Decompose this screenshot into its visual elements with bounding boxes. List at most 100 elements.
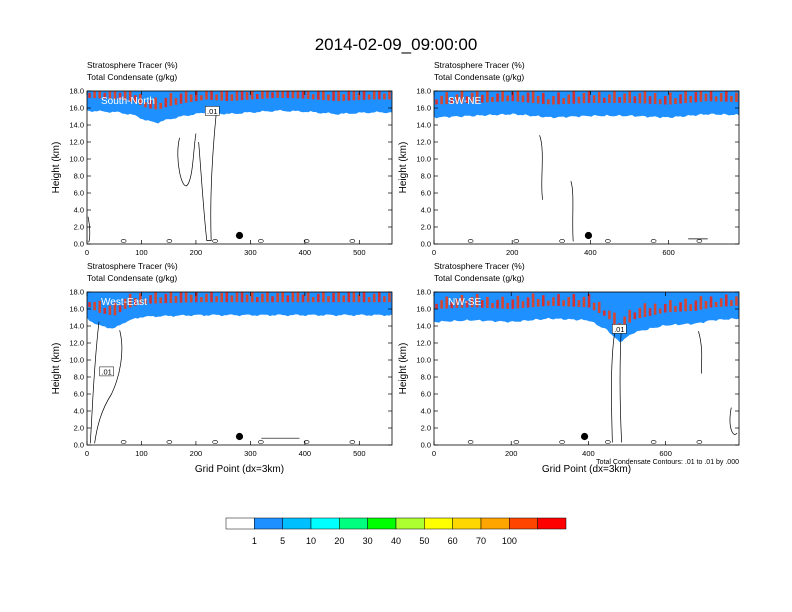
tracer-streak xyxy=(465,300,469,308)
tracer-streak xyxy=(541,295,545,307)
contour-label: .01 xyxy=(101,367,111,376)
location-marker xyxy=(584,231,593,240)
x-tick-label: 100 xyxy=(135,449,148,458)
x-tick-label: 200 xyxy=(505,449,518,458)
condensate-blob xyxy=(559,239,565,243)
tracer-streak xyxy=(516,295,520,309)
tracer-streak xyxy=(306,292,310,303)
tracer-streak xyxy=(327,94,330,101)
tracer-streak xyxy=(225,292,229,303)
tracer-streak xyxy=(164,293,168,304)
tracer-streak xyxy=(210,292,213,303)
y-tick-label: 18.0 xyxy=(69,87,84,96)
tracer-streak xyxy=(240,292,244,303)
condensate-blob xyxy=(212,440,218,444)
y-tick-label: 6.0 xyxy=(421,189,431,198)
tracer-streak xyxy=(491,96,494,103)
y-tick-label: 2.0 xyxy=(74,223,84,232)
location-marker xyxy=(235,231,244,240)
tracer-streak xyxy=(362,91,366,100)
tracer-streak xyxy=(653,303,657,315)
tracer-streak xyxy=(435,99,438,105)
tracer-streak xyxy=(174,97,178,105)
tracer-streak xyxy=(496,93,499,102)
tracer-streak xyxy=(557,92,560,105)
tracer-streak xyxy=(347,292,351,303)
x-tick-label: 0 xyxy=(432,449,436,458)
tracer-streak xyxy=(501,296,504,309)
tracer-streak xyxy=(118,305,122,313)
tracer-streak xyxy=(194,91,198,102)
tracer-streak xyxy=(149,100,152,109)
tracer-streak xyxy=(301,91,305,99)
tracer-streak xyxy=(704,93,708,102)
y-axis-label: Height (km) xyxy=(51,343,62,395)
panel-title-line1: Stratosphere Tracer (%) xyxy=(87,60,178,70)
tracer-streak xyxy=(388,91,391,100)
x-tick-label: 0 xyxy=(85,248,89,257)
tracer-streak xyxy=(709,91,713,102)
colorbar-tick-label: 70 xyxy=(476,536,486,546)
colorbar-swatch xyxy=(395,517,425,530)
tracer-streak xyxy=(372,91,376,100)
y-tick-label: 14.0 xyxy=(416,322,431,331)
y-tick-label: 4.0 xyxy=(74,407,84,416)
tracer-streak xyxy=(597,91,601,103)
tracer-streak xyxy=(592,95,596,103)
y-tick-label: 6.0 xyxy=(74,189,84,198)
y-tick-label: 18.0 xyxy=(416,288,431,297)
x-tick-label: 400 xyxy=(582,449,595,458)
contour-label-box xyxy=(99,366,114,377)
tracer-streak xyxy=(357,294,361,303)
condensate-contour xyxy=(570,180,574,242)
panel-title-line1: Stratosphere Tracer (%) xyxy=(87,261,178,271)
condensate-contour xyxy=(87,216,91,243)
colorbar-tick-label: 5 xyxy=(280,536,285,546)
condensate-blob xyxy=(650,239,657,243)
tracer-streak xyxy=(465,96,469,104)
colorbar-swatch xyxy=(225,517,255,530)
colorbar-swatch xyxy=(480,517,510,530)
figure-title: 2014-02-09_09:00:00 xyxy=(315,35,478,54)
x-tick-label: 200 xyxy=(190,449,203,458)
tracer-streak xyxy=(372,293,376,303)
tracer-streak xyxy=(139,293,142,305)
tracer-streak xyxy=(169,93,173,106)
tracer-streak xyxy=(276,292,279,303)
tracer-streak xyxy=(633,96,637,104)
tracer-streak xyxy=(562,98,565,105)
x-tick-label: 600 xyxy=(659,449,672,458)
tracer-streak xyxy=(648,308,652,316)
plot-area xyxy=(87,91,392,244)
x-tick-label: 500 xyxy=(353,248,366,257)
x-tick-label: 0 xyxy=(432,248,436,257)
plot-frame xyxy=(433,90,740,245)
tracer-streak xyxy=(689,95,693,103)
tracer-streak xyxy=(689,304,693,312)
tracer-streak xyxy=(337,292,340,303)
colorbar-swatch xyxy=(310,517,340,530)
tracer-streak xyxy=(144,102,147,108)
tracer-streak xyxy=(316,91,320,100)
colorbar-swatch xyxy=(452,517,482,530)
tracer-streak xyxy=(674,305,677,312)
location-marker xyxy=(580,432,589,441)
y-tick-label: 2.0 xyxy=(421,223,431,232)
panel-sw-ne: SW-NE 0.0 2.0 4.0 6.0 8.0 10.0 12.0 14.0 16.0 18.0… xyxy=(398,60,740,257)
tracer-streak xyxy=(332,91,335,101)
tracer-streak xyxy=(377,292,381,303)
tracer-streak xyxy=(613,91,616,103)
colorbar: 1 5 10 20 30 40 50 60 70 100 xyxy=(225,517,567,546)
tracer-streak xyxy=(608,94,611,103)
tracer-streak xyxy=(699,296,703,310)
tracer-streak xyxy=(93,91,96,99)
tracer-streak xyxy=(215,296,218,303)
tracer-streak xyxy=(149,295,152,304)
y-axis-label: Height (km) xyxy=(51,142,62,194)
panel-label: West-East xyxy=(101,297,147,308)
tracer-streak xyxy=(587,294,591,308)
tracer-streak xyxy=(296,91,300,99)
tracer-streak xyxy=(342,94,346,101)
tracer-streak xyxy=(103,307,107,314)
